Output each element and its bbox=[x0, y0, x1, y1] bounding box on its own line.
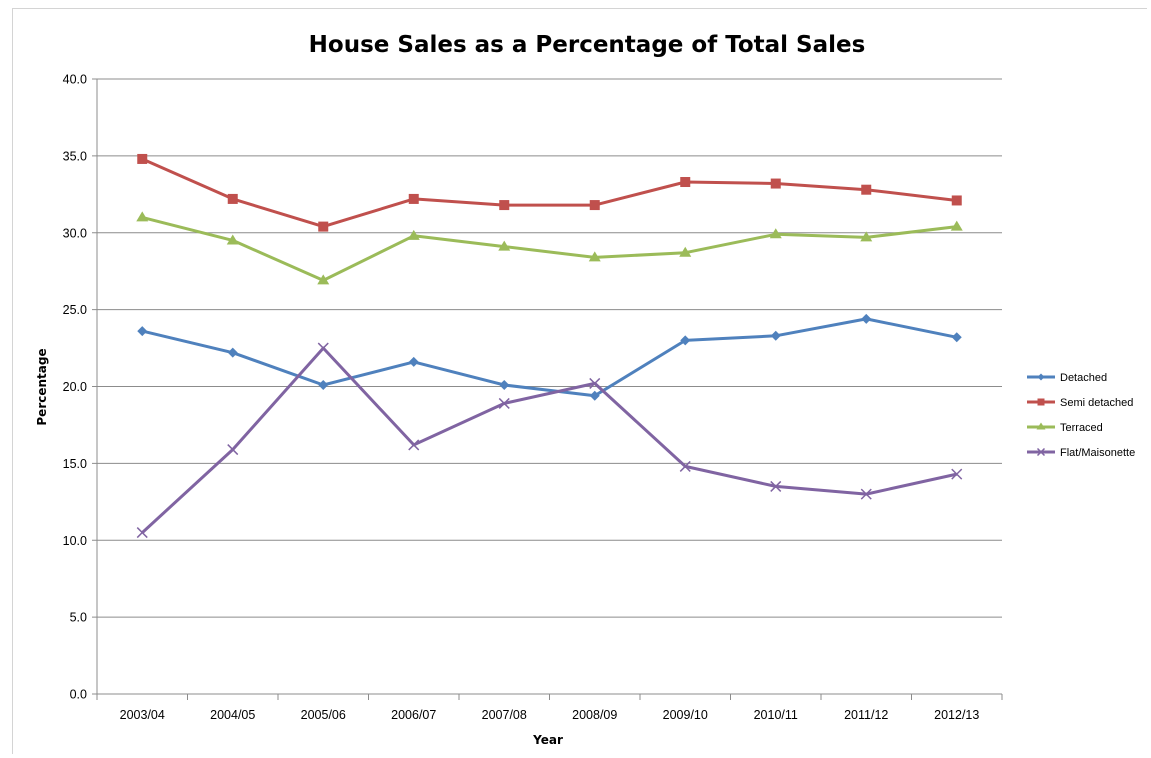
y-tick-labels: 0.0 5.0 10.0 15.0 20.0 25.0 30.0 35.0 40.0 bbox=[63, 73, 87, 702]
axes bbox=[96, 79, 1003, 700]
x-tick-label: 2006/07 bbox=[391, 708, 436, 722]
data-point-diamond bbox=[408, 356, 419, 367]
data-point-x bbox=[589, 377, 601, 389]
series-semi-detached bbox=[137, 153, 962, 232]
x-tick-label: 2007/08 bbox=[482, 708, 527, 722]
data-point-x bbox=[770, 480, 782, 492]
legend-label: Flat/Maisonette bbox=[1060, 447, 1135, 459]
data-point-x bbox=[317, 342, 329, 354]
x-tick-label: 2003/04 bbox=[120, 708, 165, 722]
series-group bbox=[136, 153, 963, 539]
y-tick-label: 0.0 bbox=[70, 688, 87, 702]
y-tick-label: 40.0 bbox=[63, 73, 87, 87]
data-point-triangle bbox=[1036, 422, 1046, 430]
data-point-square bbox=[408, 193, 419, 204]
data-point-triangle bbox=[136, 211, 149, 222]
data-point-square bbox=[499, 200, 510, 211]
x-tick-label: 2011/12 bbox=[844, 708, 888, 722]
y-tick-label: 10.0 bbox=[63, 534, 87, 548]
data-point-square bbox=[770, 178, 781, 189]
data-point-square bbox=[137, 153, 148, 164]
series-flat-maisonette bbox=[136, 342, 963, 539]
series-line bbox=[141, 317, 958, 398]
chart-title: House Sales as a Percentage of Total Sal… bbox=[309, 32, 866, 58]
data-point-square bbox=[589, 200, 600, 211]
series-line bbox=[141, 346, 958, 534]
legend-label: Terraced bbox=[1060, 422, 1103, 434]
data-point-square bbox=[318, 221, 329, 232]
legend-item: Flat/Maisonette bbox=[1027, 447, 1135, 459]
x-tick-label: 2012/13 bbox=[934, 708, 979, 722]
data-point-diamond bbox=[137, 326, 148, 337]
series-line bbox=[141, 215, 957, 282]
data-point-triangle bbox=[769, 228, 782, 239]
data-point-triangle bbox=[679, 246, 692, 257]
x-axis-label: Year bbox=[532, 733, 563, 747]
data-point-triangle bbox=[860, 231, 873, 242]
data-point-x bbox=[860, 488, 872, 500]
data-point-triangle bbox=[950, 220, 963, 231]
data-point-diamond bbox=[861, 313, 872, 324]
x-tick-labels: 2003/04 2004/05 2005/06 2006/07 2007/08 2008/… bbox=[120, 708, 980, 722]
data-point-square bbox=[861, 184, 872, 195]
x-tick-label: 2009/10 bbox=[663, 708, 708, 722]
gridlines bbox=[92, 78, 1002, 695]
data-point-diamond bbox=[499, 379, 510, 390]
data-point-triangle bbox=[317, 274, 330, 285]
chart-frame bbox=[12, 8, 1147, 754]
x-tick-label: 2004/05 bbox=[210, 708, 255, 722]
legend-label: Semi detached bbox=[1060, 397, 1133, 409]
legend-item: Detached bbox=[1027, 372, 1107, 384]
y-tick-label: 20.0 bbox=[63, 380, 87, 394]
series-terraced bbox=[136, 211, 963, 285]
y-tick-label: 5.0 bbox=[70, 611, 87, 625]
data-point-triangle bbox=[588, 251, 601, 262]
legend: Detached Semi detached Terraced Flat/Maison… bbox=[1027, 372, 1135, 459]
y-tick-label: 35.0 bbox=[63, 149, 87, 163]
data-point-triangle bbox=[226, 234, 239, 245]
data-point-square bbox=[680, 177, 691, 188]
data-point-triangle bbox=[407, 229, 420, 240]
series-line bbox=[141, 157, 957, 229]
data-point-x bbox=[227, 444, 239, 456]
data-point-diamond bbox=[680, 335, 691, 346]
x-tick-label: 2005/06 bbox=[301, 708, 346, 722]
y-tick-label: 15.0 bbox=[63, 457, 87, 471]
data-point-square bbox=[1037, 398, 1045, 406]
data-point-diamond bbox=[1037, 373, 1045, 381]
data-point-x bbox=[679, 460, 691, 472]
data-point-diamond bbox=[589, 390, 600, 401]
data-point-diamond bbox=[318, 379, 329, 390]
legend-item: Semi detached bbox=[1027, 397, 1133, 409]
x-tick-label: 2010/11 bbox=[754, 708, 798, 722]
series-detached bbox=[137, 313, 962, 401]
data-point-diamond bbox=[227, 347, 238, 358]
data-point-square bbox=[951, 195, 962, 206]
data-point-x bbox=[136, 527, 148, 539]
data-point-square bbox=[227, 193, 238, 204]
y-axis-label: Percentage bbox=[35, 348, 49, 425]
data-point-triangle bbox=[498, 240, 511, 251]
legend-item: Terraced bbox=[1027, 422, 1103, 434]
legend-label: Detached bbox=[1060, 372, 1107, 384]
y-tick-label: 25.0 bbox=[63, 303, 87, 317]
data-point-diamond bbox=[770, 330, 781, 341]
y-tick-label: 30.0 bbox=[63, 226, 87, 240]
data-point-x bbox=[498, 397, 510, 409]
data-point-x bbox=[1036, 447, 1046, 457]
x-tick-label: 2008/09 bbox=[572, 708, 617, 722]
data-point-diamond bbox=[951, 332, 962, 343]
data-point-x bbox=[408, 439, 420, 451]
data-point-x bbox=[951, 468, 963, 480]
